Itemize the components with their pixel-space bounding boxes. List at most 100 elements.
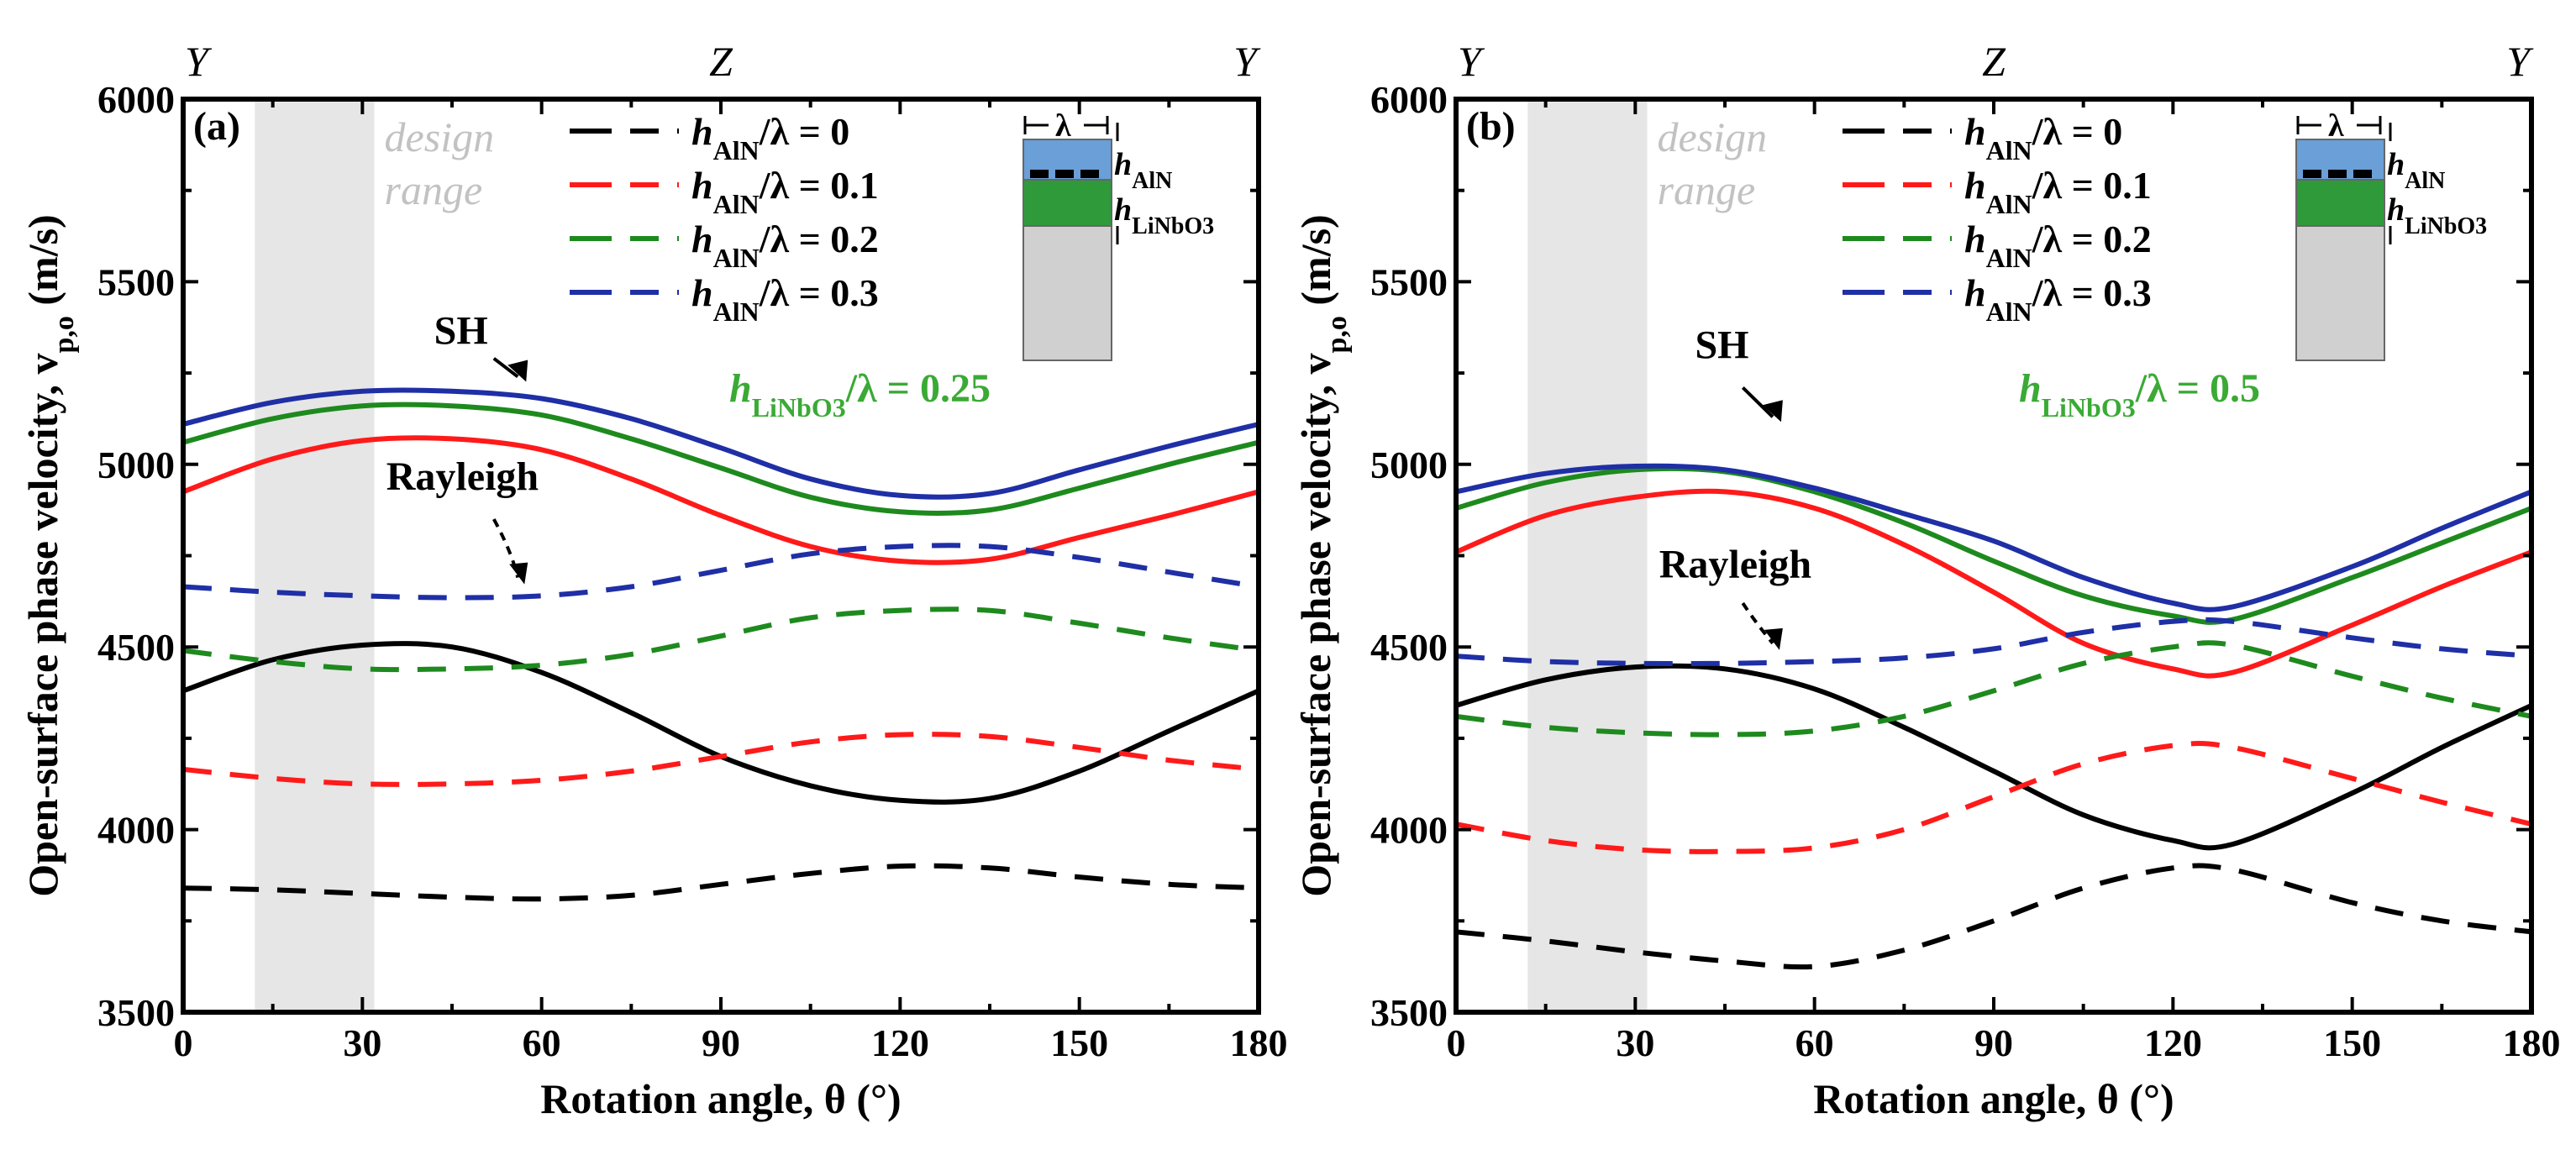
design-range-band [1527, 102, 1648, 1010]
legend: hAlN/λ = 0 hAlN/λ = 0.1 hAlN/λ = 0.2 hAl… [570, 110, 879, 327]
x-tick-label: 60 [523, 1021, 561, 1064]
direction-label: Y [2506, 38, 2534, 85]
sh-series-line [1456, 663, 2531, 851]
legend-label: hAlN/λ = 0.2 [691, 218, 879, 273]
rayleigh-arrow-icon [1741, 601, 1774, 645]
plot-frame [1454, 97, 2534, 1015]
x-tick-label: 0 [1447, 1021, 1466, 1064]
direction-label: Z [1982, 38, 2006, 85]
rayleigh-series-line [1456, 617, 2531, 667]
x-tick-label: 90 [702, 1021, 740, 1064]
rayleigh-series-line [183, 606, 1259, 673]
rayleigh-series-line [1456, 640, 2531, 738]
y-tick-label: 6000 [1370, 78, 1448, 121]
x-tick-label: 90 [1974, 1021, 2013, 1064]
y-tick-label: 5500 [97, 260, 175, 303]
panel-a: 0 30 60 90 120 150 180 3500 4000 4500 5000 5500 6000… [19, 38, 1288, 1122]
rayleigh-arrow-icon [492, 518, 520, 579]
y-tick-label: 4500 [1370, 626, 1448, 669]
y-tick-label: 5000 [97, 444, 175, 486]
aln-thickness-symbol: hAlN [1114, 147, 1172, 194]
linbo3-thickness-label: hLiNbO3/λ = 0.5 [2019, 366, 2260, 423]
x-tick-label: 120 [871, 1021, 929, 1064]
substrate-layer [1023, 225, 1112, 361]
design-range-text: range [1658, 166, 1756, 213]
wavelength-arrow-icon [1023, 116, 1109, 134]
direction-label: Z [709, 38, 733, 85]
y-tick-label: 6000 [97, 78, 175, 121]
x-tick-label: 30 [343, 1021, 381, 1064]
linbo3-layer [1023, 179, 1112, 227]
y-axis-title: Open-surface phase velocity, vp,o (m/s) [1292, 214, 1353, 896]
plot-frame [181, 97, 1261, 1015]
x-tick-label: 0 [174, 1021, 193, 1064]
x-tick-label: 180 [2503, 1021, 2561, 1064]
sh-arrowhead-icon [1762, 400, 1783, 423]
direction-label: Y [185, 38, 213, 85]
legend-entry: hAlN/λ = 0.1 [1843, 164, 2152, 219]
design-range-text: design [1658, 113, 1768, 160]
legend-entry: hAlN/λ = 0.2 [1843, 218, 2152, 273]
sh-series-line [183, 435, 1259, 565]
legend: hAlN/λ = 0 hAlN/λ = 0.1 hAlN/λ = 0.2 hAl… [1843, 110, 2152, 327]
legend-entry: hAlN/λ = 0 [570, 110, 849, 165]
sh-series-line [1456, 488, 2531, 679]
rayleigh-arrowhead-icon [1764, 627, 1783, 650]
design-range-band [255, 102, 375, 1010]
legend-entry: hAlN/λ = 0.3 [1843, 271, 2152, 327]
rayleigh-arrowhead-icon [509, 562, 528, 585]
linbo3-thickness-symbol: hLiNbO3 [1114, 192, 1214, 239]
rayleigh-mode-label: Rayleigh [386, 454, 539, 499]
layer-stack-inset: λ hAlN hLiNbO3 [1023, 108, 1214, 361]
layer-stack-inset: λ hAlN hLiNbO3 [2295, 108, 2487, 361]
legend-label: hAlN/λ = 0.3 [1964, 271, 2152, 327]
x-axis-title: Rotation angle, θ (°) [1813, 1075, 2174, 1122]
panel-b: 0 30 60 90 120 150 180 3500 4000 4500 5000 5500 6000… [1292, 38, 2561, 1122]
electrode-finger [1080, 170, 1099, 178]
wavelength-symbol: λ [1055, 108, 1071, 144]
electrode-fingers [1030, 170, 1099, 178]
legend-label: hAlN/λ = 0 [691, 110, 849, 165]
legend-label: hAlN/λ = 0.3 [691, 271, 879, 327]
rayleigh-series-line [183, 543, 1259, 601]
sh-arrowhead-icon [507, 360, 528, 382]
rayleigh-series-line [1456, 740, 2531, 854]
rayleigh-series-line [183, 732, 1259, 787]
linbo3-layer [2295, 179, 2385, 227]
sh-series-line [1456, 465, 2531, 625]
linbo3-thickness-label: hLiNbO3/λ = 0.25 [729, 366, 991, 423]
x-tick-label: 30 [1616, 1021, 1654, 1064]
electrode-finger [2328, 170, 2347, 178]
wavelength-symbol: λ [2328, 108, 2344, 144]
x-axis-title: Rotation angle, θ (°) [540, 1075, 901, 1122]
axis-ticks: 0 30 60 90 120 150 180 3500 4000 4500 5000 5500 6000 [97, 78, 1288, 1064]
x-tick-label: 150 [1050, 1021, 1108, 1064]
substrate-layer [2295, 225, 2385, 361]
x-tick-label: 120 [2144, 1021, 2202, 1064]
panel-label: (a) [193, 104, 240, 149]
linbo3-thickness-symbol: hLiNbO3 [2387, 192, 2487, 239]
rayleigh-mode-label: Rayleigh [1659, 543, 1811, 587]
x-tick-label: 60 [1795, 1021, 1834, 1064]
y-tick-label: 4000 [1370, 809, 1448, 852]
electrode-finger [2303, 170, 2321, 178]
series-group [183, 387, 1259, 902]
legend-entry: hAlN/λ = 0.2 [570, 218, 879, 273]
legend-label: hAlN/λ = 0 [1964, 110, 2122, 165]
legend-label: hAlN/λ = 0.1 [1964, 164, 2152, 219]
y-tick-label: 5500 [1370, 260, 1448, 303]
y-tick-label: 4500 [97, 626, 175, 669]
x-tick-label: 180 [1230, 1021, 1288, 1064]
y-tick-label: 3500 [97, 991, 175, 1034]
rayleigh-series-line [1456, 863, 2531, 970]
electrode-finger [2353, 170, 2372, 178]
electrode-fingers [2303, 170, 2372, 178]
sh-arrow-icon [1741, 386, 1774, 418]
series-group [1456, 463, 2531, 970]
electrode-finger [1055, 170, 1074, 178]
sh-mode-label: SH [1695, 323, 1748, 368]
sh-mode-label: SH [434, 308, 488, 353]
legend-entry: hAlN/λ = 0 [1843, 110, 2122, 165]
sh-arrow-icon [492, 357, 519, 379]
